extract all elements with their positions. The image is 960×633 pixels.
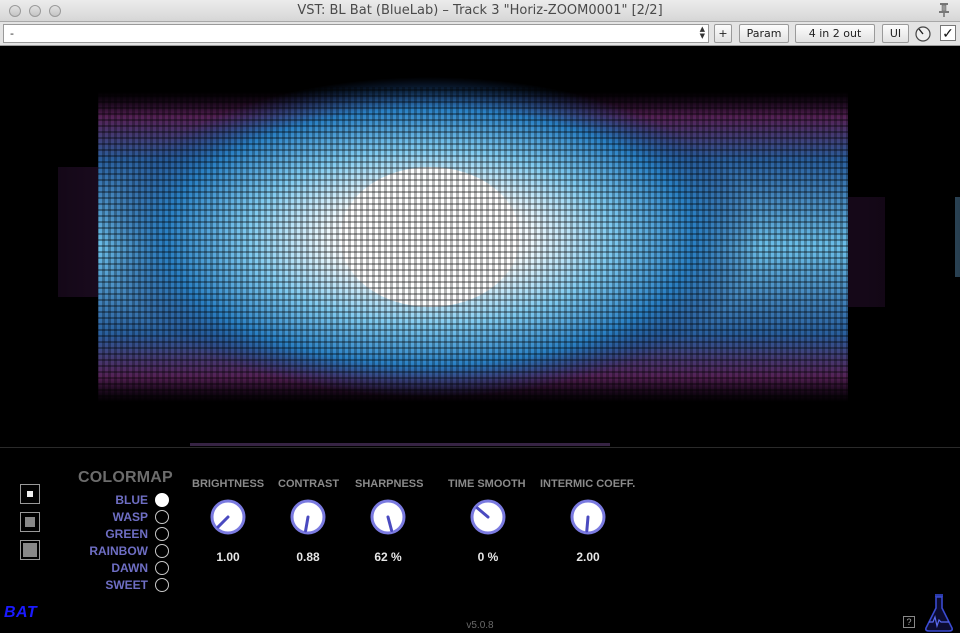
colormap-option-blue[interactable]: BLUE (60, 492, 172, 508)
colormap-option-rainbow[interactable]: RAINBOW (60, 543, 172, 559)
version-label: v5.0.8 (466, 620, 494, 631)
view-medium-button[interactable] (20, 512, 40, 532)
view-large-button[interactable] (20, 540, 40, 560)
help-icon[interactable]: ? (903, 616, 915, 628)
knob-label: BRIGHTNESS (192, 478, 265, 490)
preset-value: - (10, 27, 14, 40)
controls-panel: COLORMAP BAT v5.0.8 ? BLUE WASP GREEN RAINB… (0, 447, 960, 633)
colormap-option-sweet[interactable]: SWEET (60, 577, 172, 593)
colormap-radio[interactable] (155, 561, 169, 575)
flask-icon (925, 594, 953, 632)
knob-control[interactable] (208, 497, 248, 537)
colormap-option-label: WASP (112, 510, 148, 524)
colormap-radio[interactable] (155, 527, 169, 541)
small-square-icon (27, 491, 33, 497)
colormap-radio[interactable] (155, 493, 169, 507)
knob-value: 62 % (374, 550, 402, 564)
zoom-window-button[interactable] (49, 5, 61, 17)
knob-value: 0.88 (296, 550, 320, 564)
pin-icon[interactable] (936, 2, 952, 18)
minimize-window-button[interactable] (29, 5, 41, 17)
io-config-button[interactable]: 4 in 2 out (795, 24, 875, 43)
window-title: VST: BL Bat (BlueLab) – Track 3 "Horiz-Z… (297, 3, 663, 18)
knob-label: TIME SMOOTH (448, 478, 526, 490)
large-square-icon (23, 543, 37, 557)
select-arrows-icon: ▲ ▼ (699, 25, 705, 40)
medium-square-icon (25, 517, 35, 527)
plugin-toolbar: - ▲ ▼ + Param 4 in 2 out UI ✓ (0, 22, 960, 46)
colormap-option-label: BLUE (115, 493, 148, 507)
ui-button[interactable]: UI (882, 24, 909, 43)
knob-icon[interactable] (914, 25, 932, 43)
knob-label: SHARPNESS (355, 478, 424, 490)
checkbox-icon: ✓ (942, 25, 954, 41)
colormap-option-wasp[interactable]: WASP (60, 509, 172, 525)
knob-label: CONTRAST (278, 478, 340, 490)
preset-select[interactable]: - ▲ ▼ (3, 24, 709, 43)
knob-value: 0 % (477, 550, 499, 564)
knob-label: INTERMIC COEFF. (540, 478, 636, 490)
spectrogram-image (0, 47, 960, 447)
colormap-radio[interactable] (155, 510, 169, 524)
add-preset-button[interactable]: + (714, 24, 732, 43)
colormap-radio[interactable] (155, 578, 169, 592)
spectrogram-display[interactable] (0, 47, 960, 447)
colormap-option-label: SWEET (105, 578, 148, 592)
knob-control[interactable] (468, 497, 508, 537)
enable-checkbox[interactable]: ✓ (940, 25, 956, 41)
knob-value: 2.00 (576, 550, 600, 564)
colormap-option-label: RAINBOW (89, 544, 148, 558)
close-window-button[interactable] (9, 5, 21, 17)
view-small-button[interactable] (20, 484, 40, 504)
title-bar: VST: BL Bat (BlueLab) – Track 3 "Horiz-Z… (0, 0, 960, 22)
knob-control[interactable] (368, 497, 408, 537)
knob-control[interactable] (288, 497, 328, 537)
colormap-radio[interactable] (155, 544, 169, 558)
bat-logo: BAT (4, 604, 38, 621)
colormap-option-label: GREEN (105, 527, 148, 541)
colormap-title: COLORMAP (78, 469, 173, 486)
colormap-option-green[interactable]: GREEN (60, 526, 172, 542)
knob-control[interactable] (568, 497, 608, 537)
param-button[interactable]: Param (739, 24, 789, 43)
colormap-option-label: DAWN (111, 561, 148, 575)
knob-value: 1.00 (216, 550, 240, 564)
colormap-option-dawn[interactable]: DAWN (60, 560, 172, 576)
